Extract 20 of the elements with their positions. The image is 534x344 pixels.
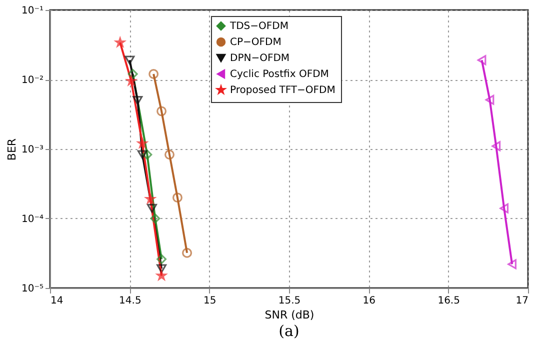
y-tick-label: 10⁻³: [21, 144, 44, 156]
y-axis-title: BER: [5, 138, 18, 161]
legend-label: CP−OFDM: [230, 37, 282, 48]
legend-label: DPN−OFDM: [230, 53, 290, 64]
x-axis-title: SNR (dB): [264, 308, 314, 322]
y-tick-label: 10⁻²: [21, 75, 44, 86]
x-tick-label: 14.5: [119, 296, 142, 306]
y-tick-label: 10⁻¹: [21, 6, 44, 16]
x-tick-label: 14: [50, 296, 64, 306]
x-tick-label: 17: [516, 296, 528, 306]
y-tick-label: 10⁻⁴: [21, 214, 44, 225]
legend-label: TDS−OFDM: [229, 21, 288, 32]
x-tick-label: 16.5: [438, 296, 460, 306]
x-tick-label: 16: [362, 296, 376, 306]
text: (a): [278, 322, 300, 340]
y-tick-label: 10⁻⁵: [21, 284, 44, 294]
legend-label: Cyclic Postfix OFDM: [230, 69, 329, 80]
x-tick-label: 15: [203, 296, 216, 306]
x-tick-label: 15.5: [278, 296, 301, 306]
legend-label: Proposed TFT−OFDM: [230, 85, 336, 96]
